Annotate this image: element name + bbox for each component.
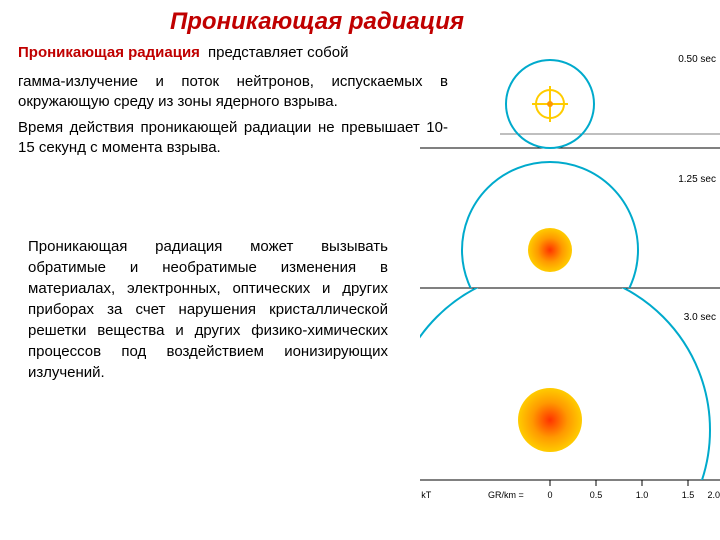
intro-rest: представляет собой [208, 44, 348, 61]
paragraph-2: Время действия проникающей радиации не п… [18, 118, 448, 159]
tick-0: 0 [547, 490, 552, 500]
tick-10: 1.0 [636, 490, 649, 500]
tick-05: 0.5 [590, 490, 603, 500]
axis-label-w: W = 20 kT [420, 490, 432, 500]
explosion-diagram: 0.50 sec 1.25 sec 3.0 sec 0 0.5 1.0 1.5 … [420, 40, 720, 540]
tick-15: 1.5 [682, 490, 695, 500]
time-label-3: 3.0 sec [684, 312, 716, 323]
fireball-3 [518, 388, 582, 452]
time-label-1: 0.50 sec [678, 54, 716, 65]
axis-ticks: 0 0.5 1.0 1.5 2.0 [547, 480, 720, 500]
intro-highlight: Проникающая радиация [18, 44, 200, 61]
axis-label-gr: GR/km = [488, 490, 524, 500]
fireball-2 [528, 228, 572, 272]
page-title: Проникающая радиация [170, 8, 464, 36]
time-label-2: 1.25 sec [678, 174, 716, 185]
tick-20: 2.0 [707, 490, 720, 500]
paragraph-1: гамма-излучение и поток нейтронов, испус… [18, 72, 448, 113]
paragraph-3: Проникающая радиация может вызывать обра… [28, 236, 388, 383]
fireball-1 [532, 86, 568, 122]
